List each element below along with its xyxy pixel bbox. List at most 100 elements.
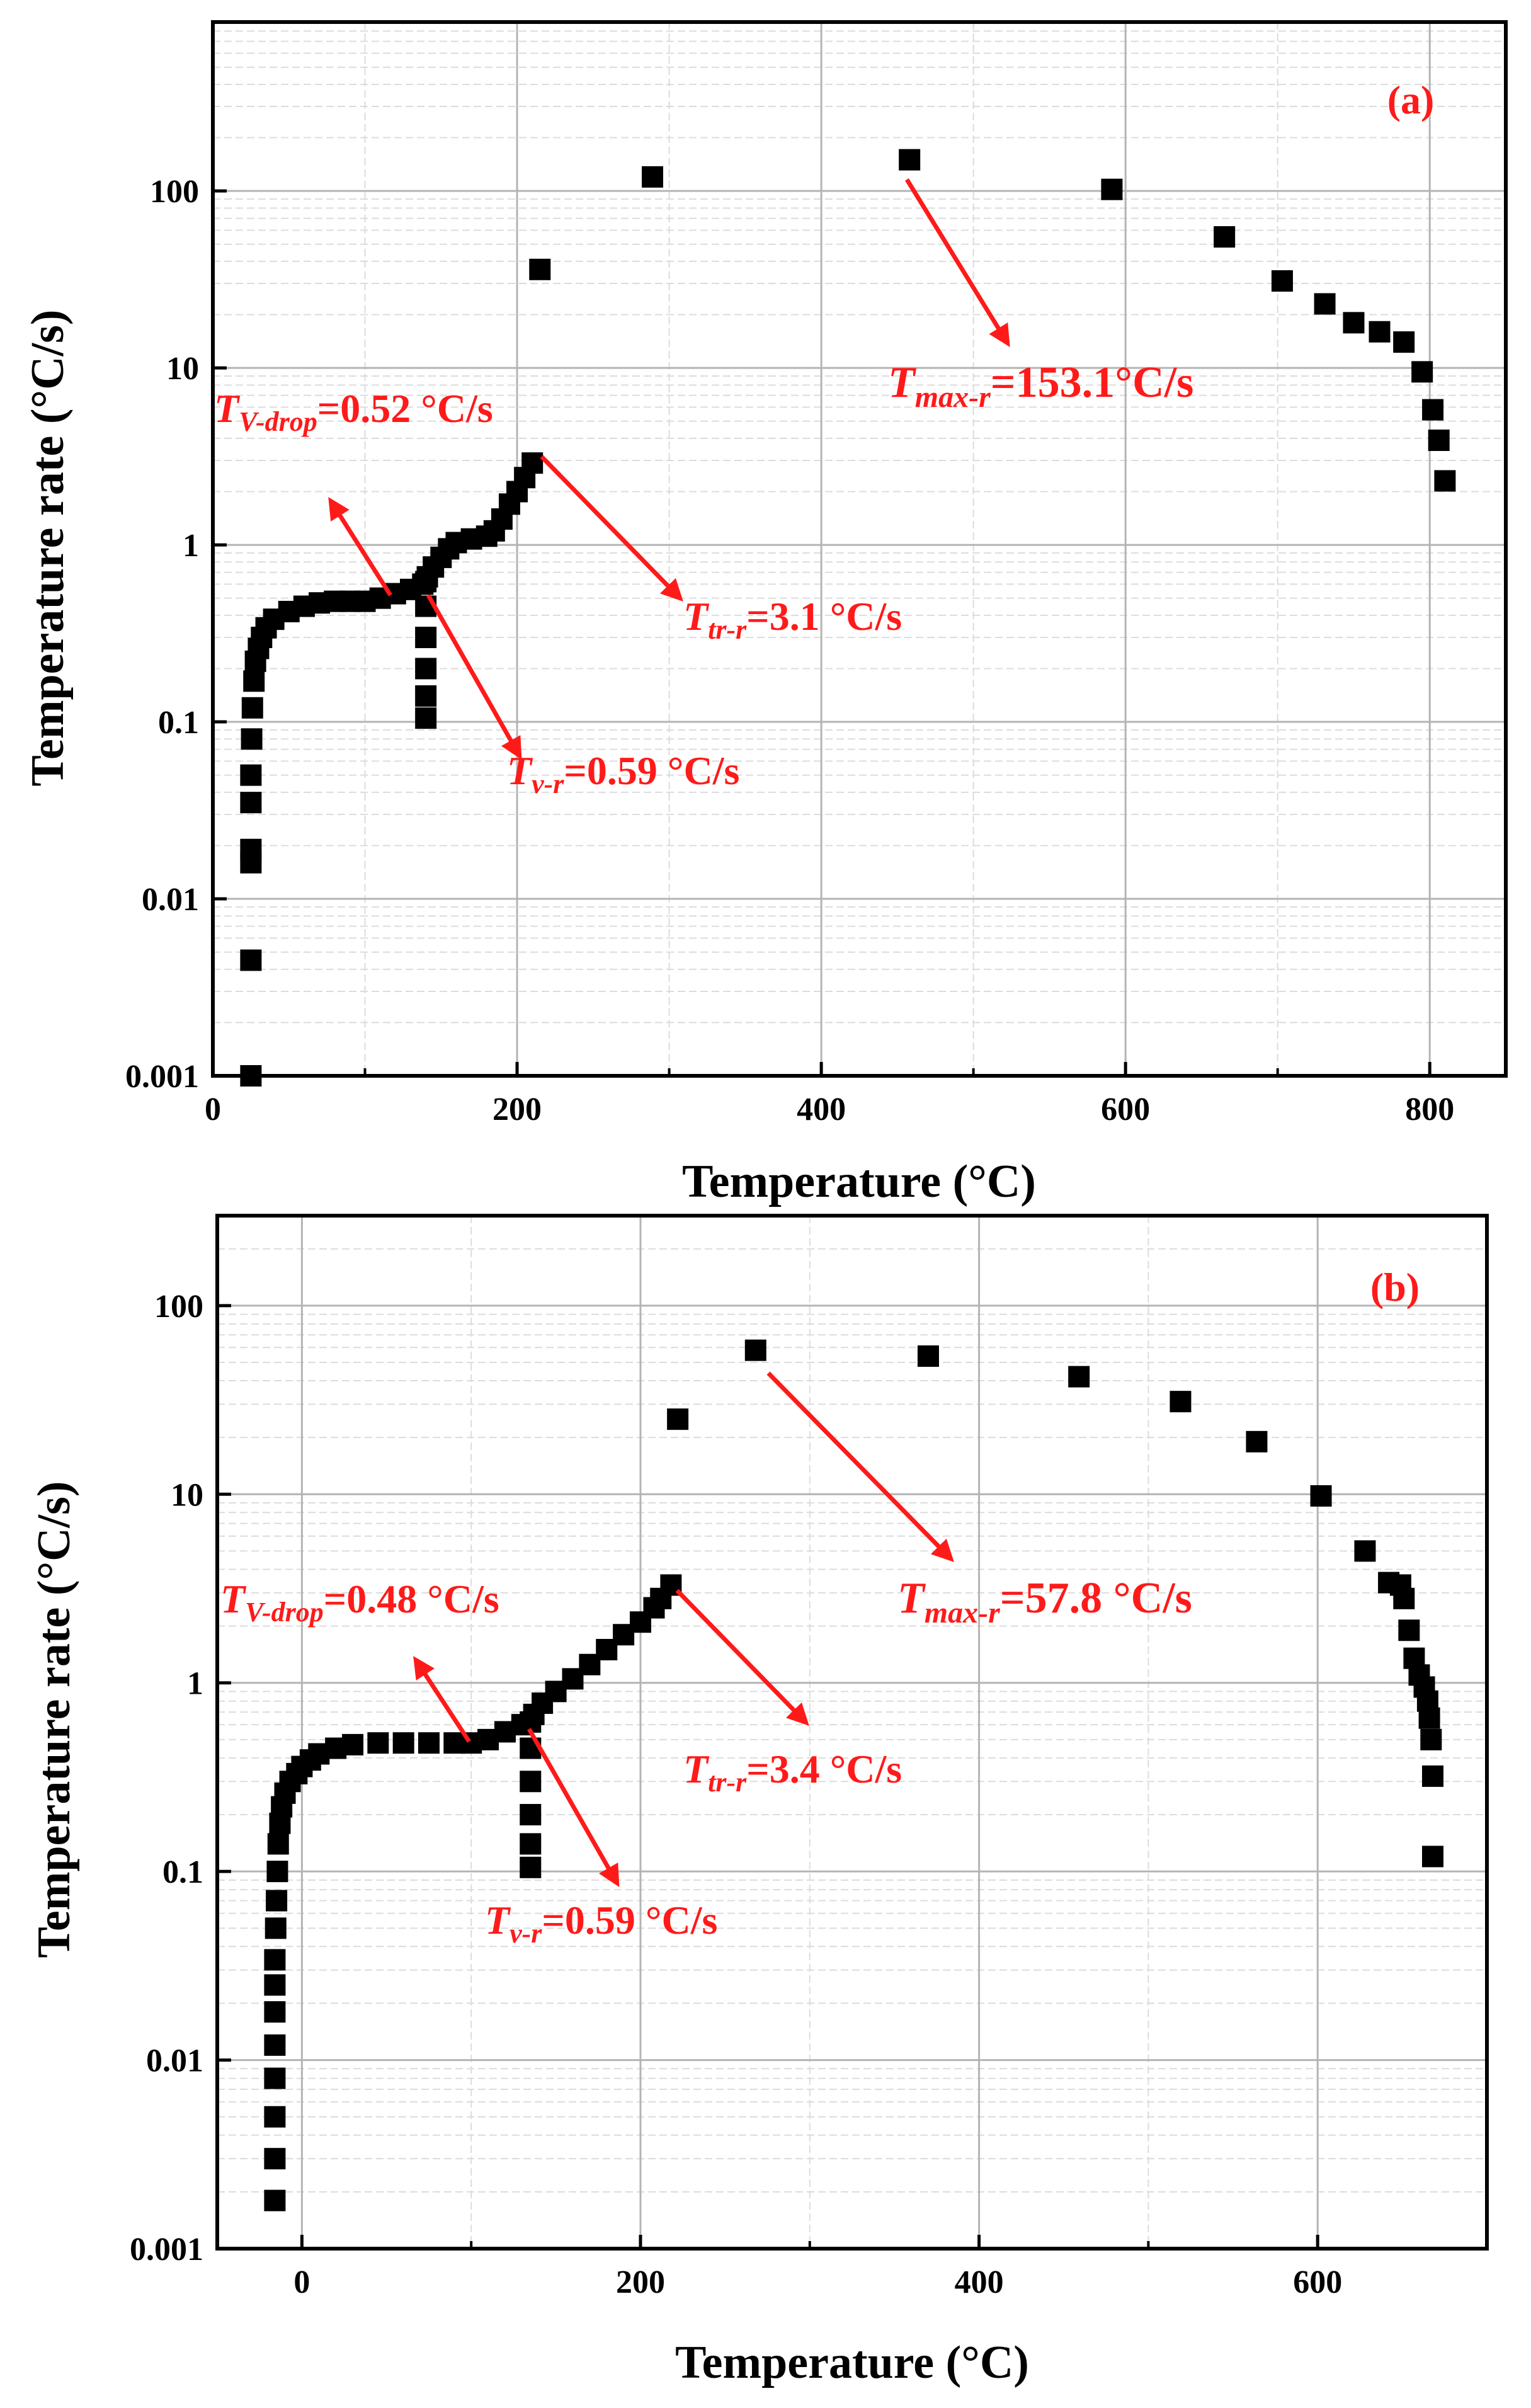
panel-b: 0 200 400 600 0.001 0.01 0.1 1 10 100 Temperature…: [28, 1214, 1489, 2388]
panel-b-arrow-max-r: [766, 1371, 954, 1562]
subscript: v-r: [509, 1918, 542, 1949]
data-point: [1393, 1587, 1415, 1609]
data-point: [917, 1345, 939, 1367]
data-point: [418, 1732, 440, 1754]
x-tick-label: 200: [616, 2264, 665, 2300]
data-point: [392, 1732, 414, 1754]
subscript: tr-r: [708, 614, 747, 645]
y-tick-label: 10: [166, 351, 199, 387]
data-point: [240, 764, 262, 786]
data-point: [1214, 226, 1236, 248]
y-tick-label: 0.01: [146, 2043, 203, 2079]
data-point: [899, 149, 921, 171]
data-point: [264, 2067, 286, 2089]
panel-a-annotation-v-r: Tv-r=0.59 °C/s: [507, 748, 739, 799]
data-point: [1422, 399, 1444, 421]
value: =153.1°C/s: [991, 358, 1194, 407]
symbol: T: [897, 1574, 926, 1623]
subscript: max-r: [915, 380, 991, 414]
x-tick-label: 200: [492, 1092, 542, 1127]
x-tick-label: 600: [1101, 1092, 1150, 1127]
symbol: T: [888, 358, 917, 407]
y-tick-label: 0.001: [125, 1059, 199, 1095]
data-point: [1421, 1846, 1443, 1868]
y-tick-label: 0.1: [158, 705, 199, 741]
panel-b-ticks: 0 200 400 600 0.001 0.01 0.1 1 10 100: [130, 1289, 1342, 2300]
data-point: [1068, 1366, 1090, 1388]
subscript: v-r: [532, 768, 564, 799]
value: =0.59 °C/s: [564, 748, 739, 793]
data-point: [1418, 1707, 1440, 1729]
value: =0.59 °C/s: [542, 1898, 717, 1943]
data-point: [241, 728, 263, 750]
data-point: [1420, 1728, 1442, 1750]
panel-b-arrow-v-drop: [413, 1656, 471, 1743]
data-point: [1393, 331, 1415, 353]
y-tick-label: 10: [171, 1477, 203, 1513]
data-point: [264, 2001, 286, 2023]
panel-a-arrow-v-r: [426, 594, 522, 760]
y-tick-label: 0.1: [162, 1854, 203, 1890]
panel-b-x-axis-title: Temperature (°C): [675, 2337, 1029, 2388]
symbol: T: [683, 594, 710, 639]
x-tick-label: 400: [797, 1092, 846, 1127]
data-point: [667, 1408, 689, 1430]
x-tick-label: 0: [293, 2264, 310, 2300]
panel-a: 0 200 400 600 800 0.001 0.01 0.1 1 10 100 Temperat…: [22, 20, 1508, 1207]
panel-a-arrow-tr-r: [540, 455, 683, 602]
symbol: T: [220, 1577, 247, 1621]
data-point: [520, 1771, 542, 1793]
panel-a-label: (a): [1387, 77, 1435, 122]
data-point: [415, 685, 437, 707]
data-point: [520, 1804, 542, 1826]
data-point: [241, 697, 263, 719]
data-point: [744, 1339, 766, 1361]
data-point: [529, 258, 551, 280]
panel-b-y-axis-title: Temperature rate (°C/s): [28, 1481, 80, 1958]
y-tick-label: 1: [183, 528, 199, 564]
panel-b-data-points: [264, 1339, 1443, 2211]
data-point: [1343, 312, 1365, 334]
panel-b-annotation-v-r: Tv-r=0.59 °C/s: [485, 1898, 717, 1949]
panel-b-frame: [215, 1214, 1489, 2251]
panel-b-arrow-v-r: [526, 1728, 620, 1888]
panel-b-annotation-max-r: Tmax-r=57.8 °C/s: [897, 1574, 1192, 1629]
panel-a-annotation-max-r: Tmax-r=153.1°C/s: [888, 358, 1193, 414]
data-point: [243, 670, 265, 692]
value: =3.4 °C/s: [746, 1747, 902, 1791]
x-tick-label: 600: [1293, 2264, 1342, 2300]
data-point: [1246, 1430, 1268, 1452]
data-point: [1421, 1765, 1443, 1787]
data-point: [264, 2148, 286, 2170]
x-tick-label: 800: [1405, 1092, 1454, 1127]
data-point: [1398, 1619, 1420, 1641]
panel-a-x-axis-title: Temperature (°C): [682, 1156, 1036, 1207]
subscript: max-r: [925, 1596, 1001, 1629]
data-point: [520, 1856, 542, 1878]
symbol: T: [683, 1747, 710, 1791]
data-point: [1434, 470, 1456, 492]
data-point: [415, 707, 437, 729]
y-tick-label: 1: [187, 1666, 203, 1702]
data-point: [264, 2106, 286, 2128]
panel-a-grid: [213, 22, 1506, 1077]
data-point: [265, 1917, 287, 1939]
data-point: [415, 658, 437, 680]
panel-b-grid: [217, 1216, 1487, 2250]
data-point: [267, 1833, 289, 1855]
data-point: [642, 166, 664, 188]
y-tick-label: 0.001: [130, 2232, 203, 2268]
value: =0.52 °C/s: [317, 386, 493, 431]
value: =3.1 °C/s: [746, 594, 902, 639]
data-point: [264, 1949, 286, 1971]
panel-a-frame: [211, 20, 1508, 1078]
data-point: [266, 1861, 288, 1883]
x-tick-label: 0: [205, 1092, 221, 1127]
data-point: [266, 1890, 288, 1912]
value: =0.48 °C/s: [324, 1577, 499, 1621]
panel-a-annotation-v-drop: TV-drop=0.52 °C/s: [214, 386, 493, 437]
panel-a-ticks: 0 200 400 600 800 0.001 0.01 0.1 1 10 100: [125, 174, 1454, 1127]
subscript: V-drop: [245, 1597, 324, 1628]
panel-b-annotation-v-drop: TV-drop=0.48 °C/s: [220, 1577, 499, 1628]
